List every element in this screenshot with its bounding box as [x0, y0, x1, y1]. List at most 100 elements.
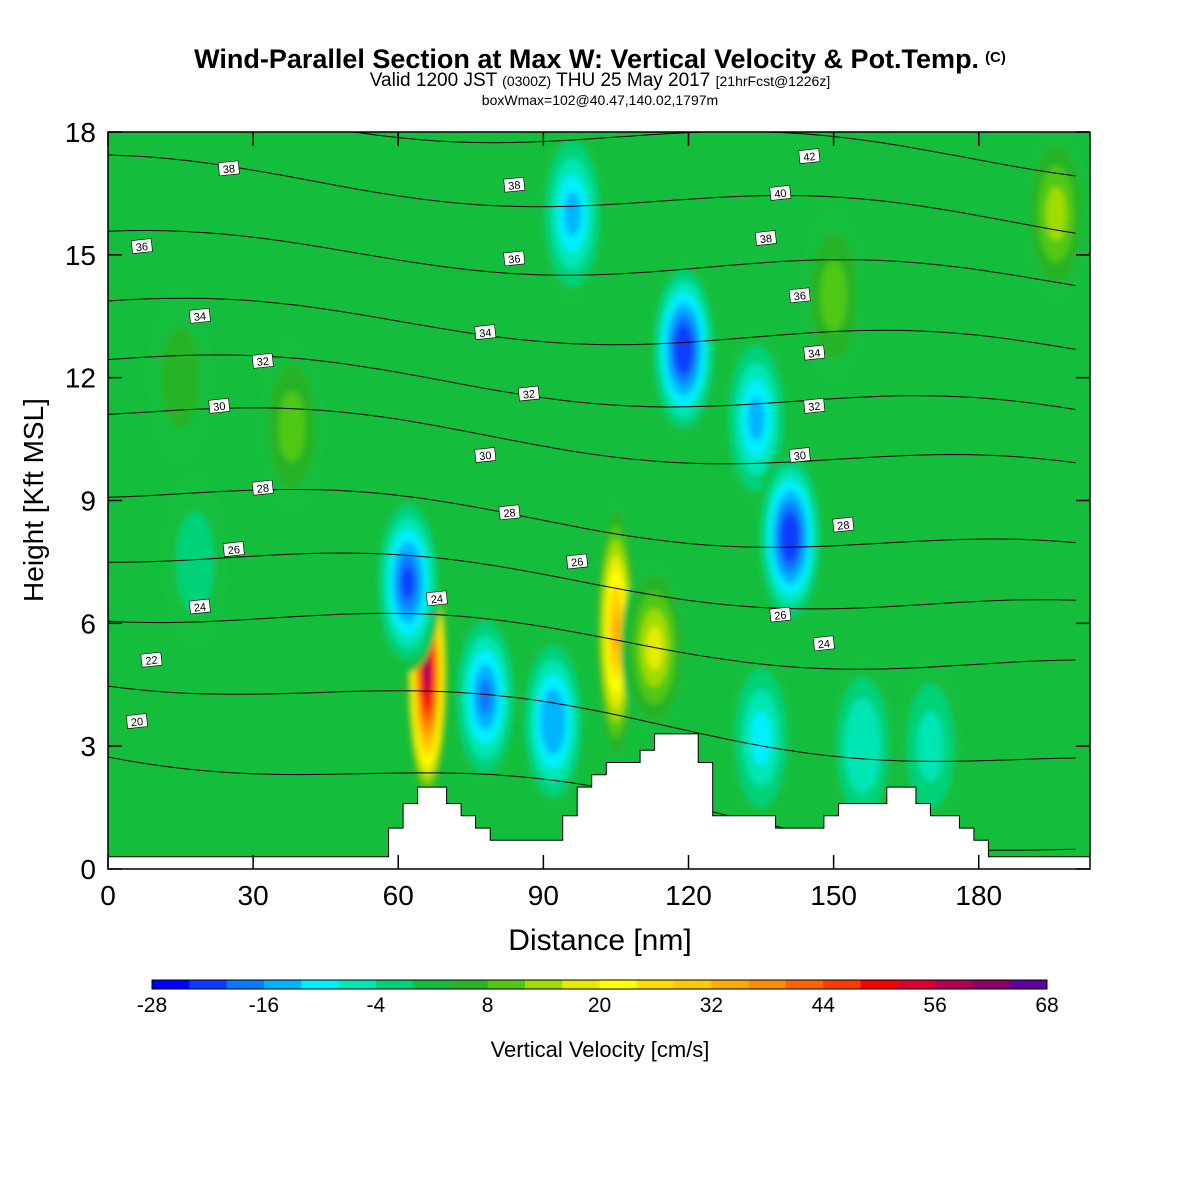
contour-label-box — [188, 598, 211, 615]
chart-title: Wind-Parallel Section at Max W: Vertical… — [0, 44, 1200, 75]
contour-label: 24 — [425, 590, 448, 607]
contour-label-text: 38 — [759, 233, 772, 246]
theta-contour-26 — [108, 552, 1076, 610]
colorbar-tick-label: -16 — [249, 994, 279, 1017]
contour-label-text: 26 — [571, 556, 584, 569]
contour-label-text: 28 — [256, 483, 269, 496]
contour-label-text: 20 — [130, 716, 143, 729]
velocity-cell-band — [678, 334, 689, 364]
velocity-cell-band — [747, 396, 765, 441]
colorbar-swatch — [823, 980, 861, 989]
colorbar-swatch — [524, 980, 563, 989]
contour-label-box — [503, 176, 526, 193]
velocity-cell — [1022, 132, 1090, 304]
contour-label: 34 — [474, 324, 497, 340]
contour-label: 38 — [754, 230, 777, 246]
contour-label-box — [251, 479, 274, 496]
contour-label-text: 36 — [508, 253, 521, 266]
valid-date: THU 25 May 2017 — [556, 70, 711, 91]
contour-label-box — [425, 590, 448, 607]
contour-label-box — [566, 553, 589, 570]
contour-label: 38 — [503, 176, 526, 193]
contour-label-box — [803, 344, 826, 361]
velocity-cell-band — [478, 678, 493, 716]
colorbar-tick-label: 32 — [700, 994, 723, 1017]
contour-label-box — [130, 238, 153, 254]
colorbar-swatch — [375, 980, 414, 989]
velocity-cell — [649, 258, 718, 440]
box-info: boxWmax=102@40.47,140.02,1797m — [481, 92, 719, 108]
contour-label-text: 24 — [430, 593, 443, 606]
terrain-profile — [108, 733, 1090, 869]
contour-label-text: 34 — [808, 347, 821, 360]
colorbar-swatch — [562, 980, 600, 989]
colorbar-swatch — [636, 980, 675, 989]
colorbar-swatch — [860, 980, 899, 989]
contour-label-text: 32 — [522, 388, 535, 401]
colorbar-swatch — [152, 980, 190, 989]
velocity-cell — [756, 447, 824, 628]
colorbar-swatch — [1009, 980, 1048, 989]
contour-label-box — [474, 324, 497, 340]
contour-label: 38 — [217, 160, 240, 177]
contour-label-box — [498, 504, 521, 521]
velocity-cell-band — [401, 566, 414, 599]
contour-label: 36 — [788, 287, 811, 303]
contour-label: 40 — [769, 185, 792, 201]
velocity-cell-band — [278, 391, 306, 463]
contour-label: 34 — [803, 344, 826, 361]
contour-label-box — [517, 385, 540, 402]
colorbar-swatch — [972, 980, 1011, 989]
contour-label-text: 36 — [135, 241, 148, 254]
contour-label-text: 30 — [793, 450, 806, 463]
contour-label-box — [222, 541, 245, 557]
contour-label-box — [140, 651, 163, 668]
theta-contour-42 — [108, 46, 1076, 129]
contour-label-box — [812, 635, 835, 652]
velocity-cell-band — [564, 191, 581, 236]
copyright-mark: (C) — [985, 49, 1006, 66]
colorbar-tick-label: -28 — [137, 994, 167, 1017]
contour-label-box — [217, 160, 240, 177]
velocity-cell — [727, 647, 795, 829]
contour-label-box — [208, 397, 231, 414]
contour-label: 30 — [788, 447, 811, 463]
contour-label-text: 36 — [793, 290, 806, 303]
colorbar-swatch — [226, 980, 265, 989]
contour-label-text: 28 — [837, 519, 850, 532]
contour-label: 28 — [832, 516, 855, 533]
colorbar-tick-label: 56 — [923, 994, 946, 1017]
contour-label: 28 — [498, 504, 521, 521]
contour-label: 36 — [130, 238, 153, 254]
velocity-cell-band — [1045, 186, 1067, 242]
theta-contours — [108, 46, 1076, 851]
theta-contour-38 — [108, 154, 1076, 234]
velocity-cell-band — [175, 511, 215, 613]
contour-label-box — [251, 352, 274, 369]
x-tick-label: 180 — [955, 880, 1002, 911]
valid-prefix: Valid 1200 JST — [369, 70, 497, 91]
contour-label-text: 26 — [774, 609, 787, 622]
contour-label-text: 34 — [479, 327, 492, 340]
colorbar-swatch — [897, 980, 936, 989]
colorbar: -28 -16 -4 8 20 32 44 56 68 — [137, 979, 1059, 1017]
colorbar-tick-label: 68 — [1035, 994, 1058, 1017]
colorbar-swatch — [748, 980, 787, 989]
contour-label-text: 42 — [803, 151, 816, 164]
colorbar-swatch — [263, 980, 302, 989]
contour-label-text: 22 — [145, 655, 158, 668]
velocity-cell-band — [425, 661, 429, 684]
colorbar-tick-label: -4 — [366, 994, 385, 1017]
contour-label-text: 26 — [227, 544, 240, 557]
contour-label-box — [125, 713, 148, 729]
contour-label-text: 30 — [213, 401, 226, 414]
contour-label: 26 — [769, 606, 792, 623]
colorbar-tick-label: 20 — [588, 994, 611, 1017]
contour-label-box — [798, 148, 821, 164]
theta-contour-24 — [108, 612, 1076, 670]
contour-label: 24 — [188, 598, 211, 615]
contour-label: 30 — [474, 447, 497, 463]
velocity-cell-band — [852, 718, 873, 774]
